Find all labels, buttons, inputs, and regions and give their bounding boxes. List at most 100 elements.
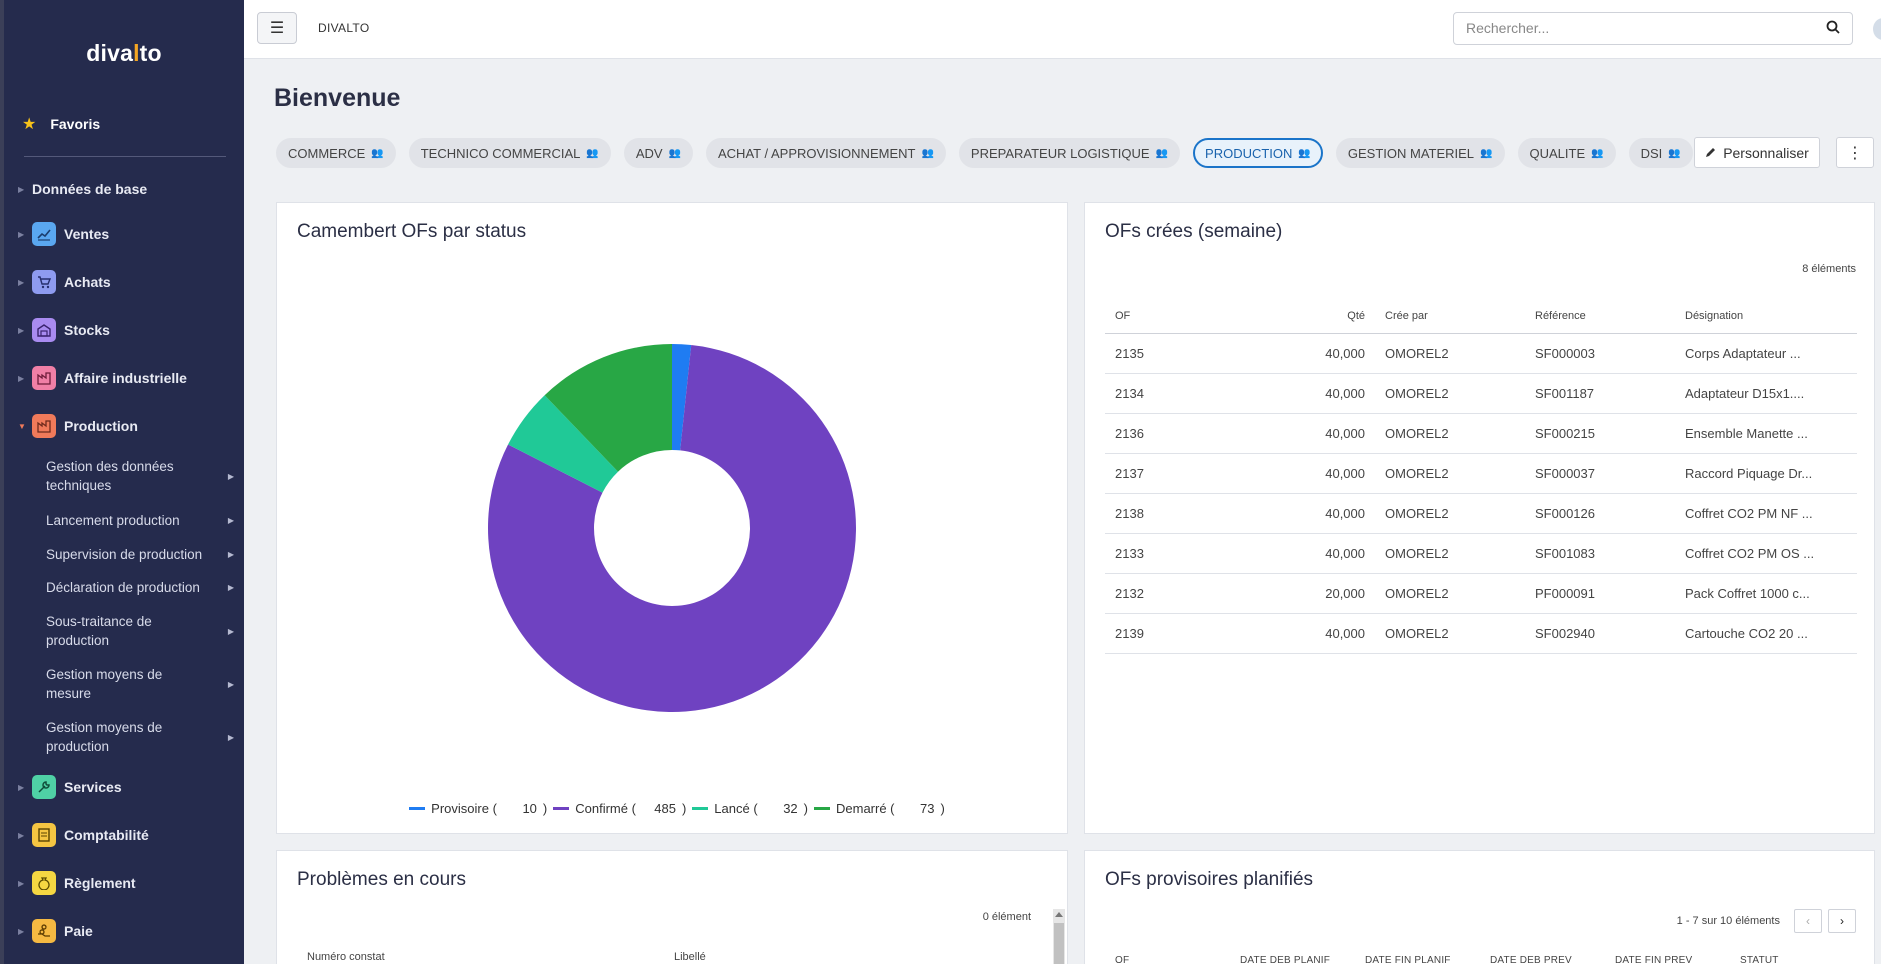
caret-right-icon: ▶ (18, 782, 25, 792)
table-row[interactable]: 2135 40,000 OMOREL2 SF000003 Corps Adaptateu… (1105, 333, 1857, 374)
col-header-statut[interactable]: STATUT (1740, 955, 1779, 964)
table-row[interactable]: 2133 40,000 OMOREL2 SF001083 Coffret CO2 PM … (1105, 533, 1857, 574)
caret-right-icon: ▶ (18, 277, 25, 287)
table-row[interactable]: 2137 40,000 OMOREL2 SF000037 Raccord Piquage… (1105, 453, 1857, 494)
caret-right-icon: ▶ (227, 732, 234, 742)
sidebar-subitem-label: Gestion moyens de mesure (46, 667, 163, 701)
avatar[interactable] (1873, 18, 1881, 40)
legend-value: 73 (920, 801, 935, 816)
sidebar-item-services[interactable]: ▶ Services (18, 773, 122, 801)
chip-adv[interactable]: ADV 👥 (623, 138, 693, 168)
cell-designation: Corps Adaptateur ... (1675, 333, 1857, 374)
legend-label: Provisoire ( (431, 801, 497, 816)
cell-designation: Raccord Piquage Dr... (1675, 453, 1857, 494)
col-header-numero-constat[interactable]: Numéro constat (307, 951, 385, 963)
cell-of: 2133 (1105, 533, 1225, 574)
cell-designation: Ensemble Manette ... (1675, 413, 1857, 454)
search-input[interactable] (1466, 20, 1806, 36)
col-header-qte[interactable]: Qté (1225, 299, 1375, 334)
sidebar-item-affaire-industrielle[interactable]: ▶ Affaire industrielle (18, 364, 187, 392)
cell-cree-par: OMOREL2 (1375, 333, 1525, 374)
chip-preparateur-logistique[interactable]: PREPARATEUR LOGISTIQUE 👥 (958, 138, 1181, 168)
chip-dsi[interactable]: DSI 👥 (1628, 138, 1693, 168)
chip-qualite[interactable]: QUALITE 👥 (1517, 138, 1616, 168)
sidebar-item-stocks[interactable]: ▶ Stocks (18, 316, 110, 344)
sidebar-subitem-label: Lancement production (46, 513, 180, 528)
customize-button[interactable]: Personnaliser (1694, 137, 1820, 168)
pagination: 1 - 7 sur 10 éléments ‹ › (1677, 909, 1856, 933)
chip-label: DSI (1640, 145, 1663, 161)
legend-suffix: ) (940, 801, 945, 816)
col-header-date-deb-planif[interactable]: DATE DEB PLANIF (1240, 955, 1331, 964)
sidebar-item-ventes[interactable]: ▶ Ventes (18, 220, 109, 248)
table-row[interactable]: 2136 40,000 OMOREL2 SF000215 Ensemble Manett… (1105, 413, 1857, 454)
cell-designation: Cartouche CO2 20 ... (1675, 613, 1857, 654)
more-options-button[interactable]: ⋮ (1836, 137, 1874, 168)
col-header-of[interactable]: OF (1115, 955, 1130, 964)
col-header-libelle[interactable]: Libellé (674, 951, 706, 963)
cell-reference: SF001187 (1525, 373, 1675, 414)
legend-item[interactable]: Provisoire (10) (409, 801, 547, 816)
legend-item[interactable]: Lancé (32) (692, 801, 808, 816)
chip-production[interactable]: PRODUCTION 👥 (1193, 138, 1323, 168)
cell-of: 2138 (1105, 493, 1225, 534)
pie-slice[interactable] (508, 395, 619, 493)
sidebar-item-reglement[interactable]: ▶ Règlement (18, 869, 136, 897)
col-header-cree-par[interactable]: Crée par (1375, 299, 1525, 334)
col-header-date-fin-prev[interactable]: DATE FIN PREV (1615, 955, 1693, 964)
col-header-of[interactable]: OF (1105, 299, 1225, 334)
legend-value: 10 (522, 801, 537, 816)
logo[interactable]: divalto (86, 40, 162, 66)
sidebar-item-achats[interactable]: ▶ Achats (18, 268, 111, 296)
sidebar-subitem-declaration-production[interactable]: Déclaration de production ▶ (46, 578, 238, 597)
sidebar-subitem-lancement-production[interactable]: Lancement production ▶ (46, 511, 238, 530)
search-icon[interactable] (1826, 20, 1840, 37)
chip-gestion-materiel[interactable]: GESTION MATERIEL 👥 (1335, 138, 1505, 168)
legend-item[interactable]: Demarré (73) (814, 801, 945, 816)
menu-toggle-button[interactable]: ☰ (257, 12, 297, 44)
caret-down-icon: ▼ (18, 421, 26, 431)
pie-slice[interactable] (544, 344, 672, 472)
caret-right-icon: ▶ (18, 184, 25, 194)
sidebar-item-paie[interactable]: ▶ Paie (18, 917, 93, 945)
chip-technico-commercial[interactable]: TECHNICO COMMERCIAL 👥 (408, 138, 611, 168)
table-row[interactable]: 2139 40,000 OMOREL2 SF002940 Cartouche CO2 2… (1105, 613, 1857, 654)
sidebar-subitem-gestion-donnees-techniques[interactable]: Gestion des données techniques ▶ (46, 457, 238, 495)
topbar: ☰ DIVALTO (244, 0, 1881, 59)
pie-slice[interactable] (488, 345, 856, 712)
chip-achat-approvisionnement[interactable]: ACHAT / APPROVISIONNEMENT 👥 (706, 138, 946, 168)
chip-commerce[interactable]: COMMERCE 👥 (276, 138, 396, 168)
scrollbar[interactable] (1053, 909, 1065, 964)
pie-slice[interactable] (672, 344, 692, 451)
cell-designation: Coffret CO2 PM OS ... (1675, 533, 1857, 574)
sidebar-item-comptabilite[interactable]: ▶ Comptabilité (18, 821, 149, 849)
legend-item[interactable]: Confirmé (485) (553, 801, 686, 816)
col-header-date-deb-prev[interactable]: DATE DEB PREV (1490, 955, 1572, 964)
card-title: OFs crées (semaine) (1105, 221, 1283, 242)
sidebar-subitem-label: Gestion des données techniques (46, 459, 174, 493)
caret-right-icon: ▶ (18, 373, 25, 383)
col-header-designation[interactable]: Désignation (1675, 299, 1857, 334)
sidebar-item-production[interactable]: ▼ Production (18, 412, 138, 440)
table-row[interactable]: 2134 40,000 OMOREL2 SF001187 Adaptateur D15x… (1105, 373, 1857, 414)
sidebar-item-favoris[interactable]: ★ Favoris (22, 114, 100, 134)
caret-right-icon: ▶ (227, 679, 234, 689)
col-header-reference[interactable]: Référence (1525, 299, 1675, 334)
sidebar-item-donnees-de-base[interactable]: ▶ Données de base (18, 175, 147, 203)
prev-page-button[interactable]: ‹ (1794, 909, 1822, 933)
table-row[interactable]: 2132 20,000 OMOREL2 PF000091 Pack Coffret 10… (1105, 573, 1857, 614)
sidebar-subitem-sous-traitance[interactable]: Sous-traitance de production ▶ (46, 612, 238, 650)
sidebar-subitem-moyens-production[interactable]: Gestion moyens de production ▶ (46, 718, 238, 756)
sidebar-subitem-moyens-mesure[interactable]: Gestion moyens de mesure ▶ (46, 665, 238, 703)
caret-right-icon: ▶ (18, 878, 25, 888)
card-title: OFs provisoires planifiés (1105, 869, 1314, 890)
col-header-date-fin-planif[interactable]: DATE FIN PLANIF (1365, 955, 1451, 964)
table-row[interactable]: 2138 40,000 OMOREL2 SF000126 Coffret CO2 PM … (1105, 493, 1857, 534)
planned-of-card: OFs provisoires planifiés 1 - 7 sur 10 é… (1084, 850, 1875, 964)
next-page-button[interactable]: › (1828, 909, 1856, 933)
caret-right-icon: ▶ (227, 583, 234, 592)
sidebar-subitem-supervision-production[interactable]: Supervision de production ▶ (46, 545, 238, 564)
scrollbar-thumb[interactable] (1054, 923, 1064, 964)
cell-qte: 40,000 (1225, 373, 1375, 414)
cell-cree-par: OMOREL2 (1375, 493, 1525, 534)
